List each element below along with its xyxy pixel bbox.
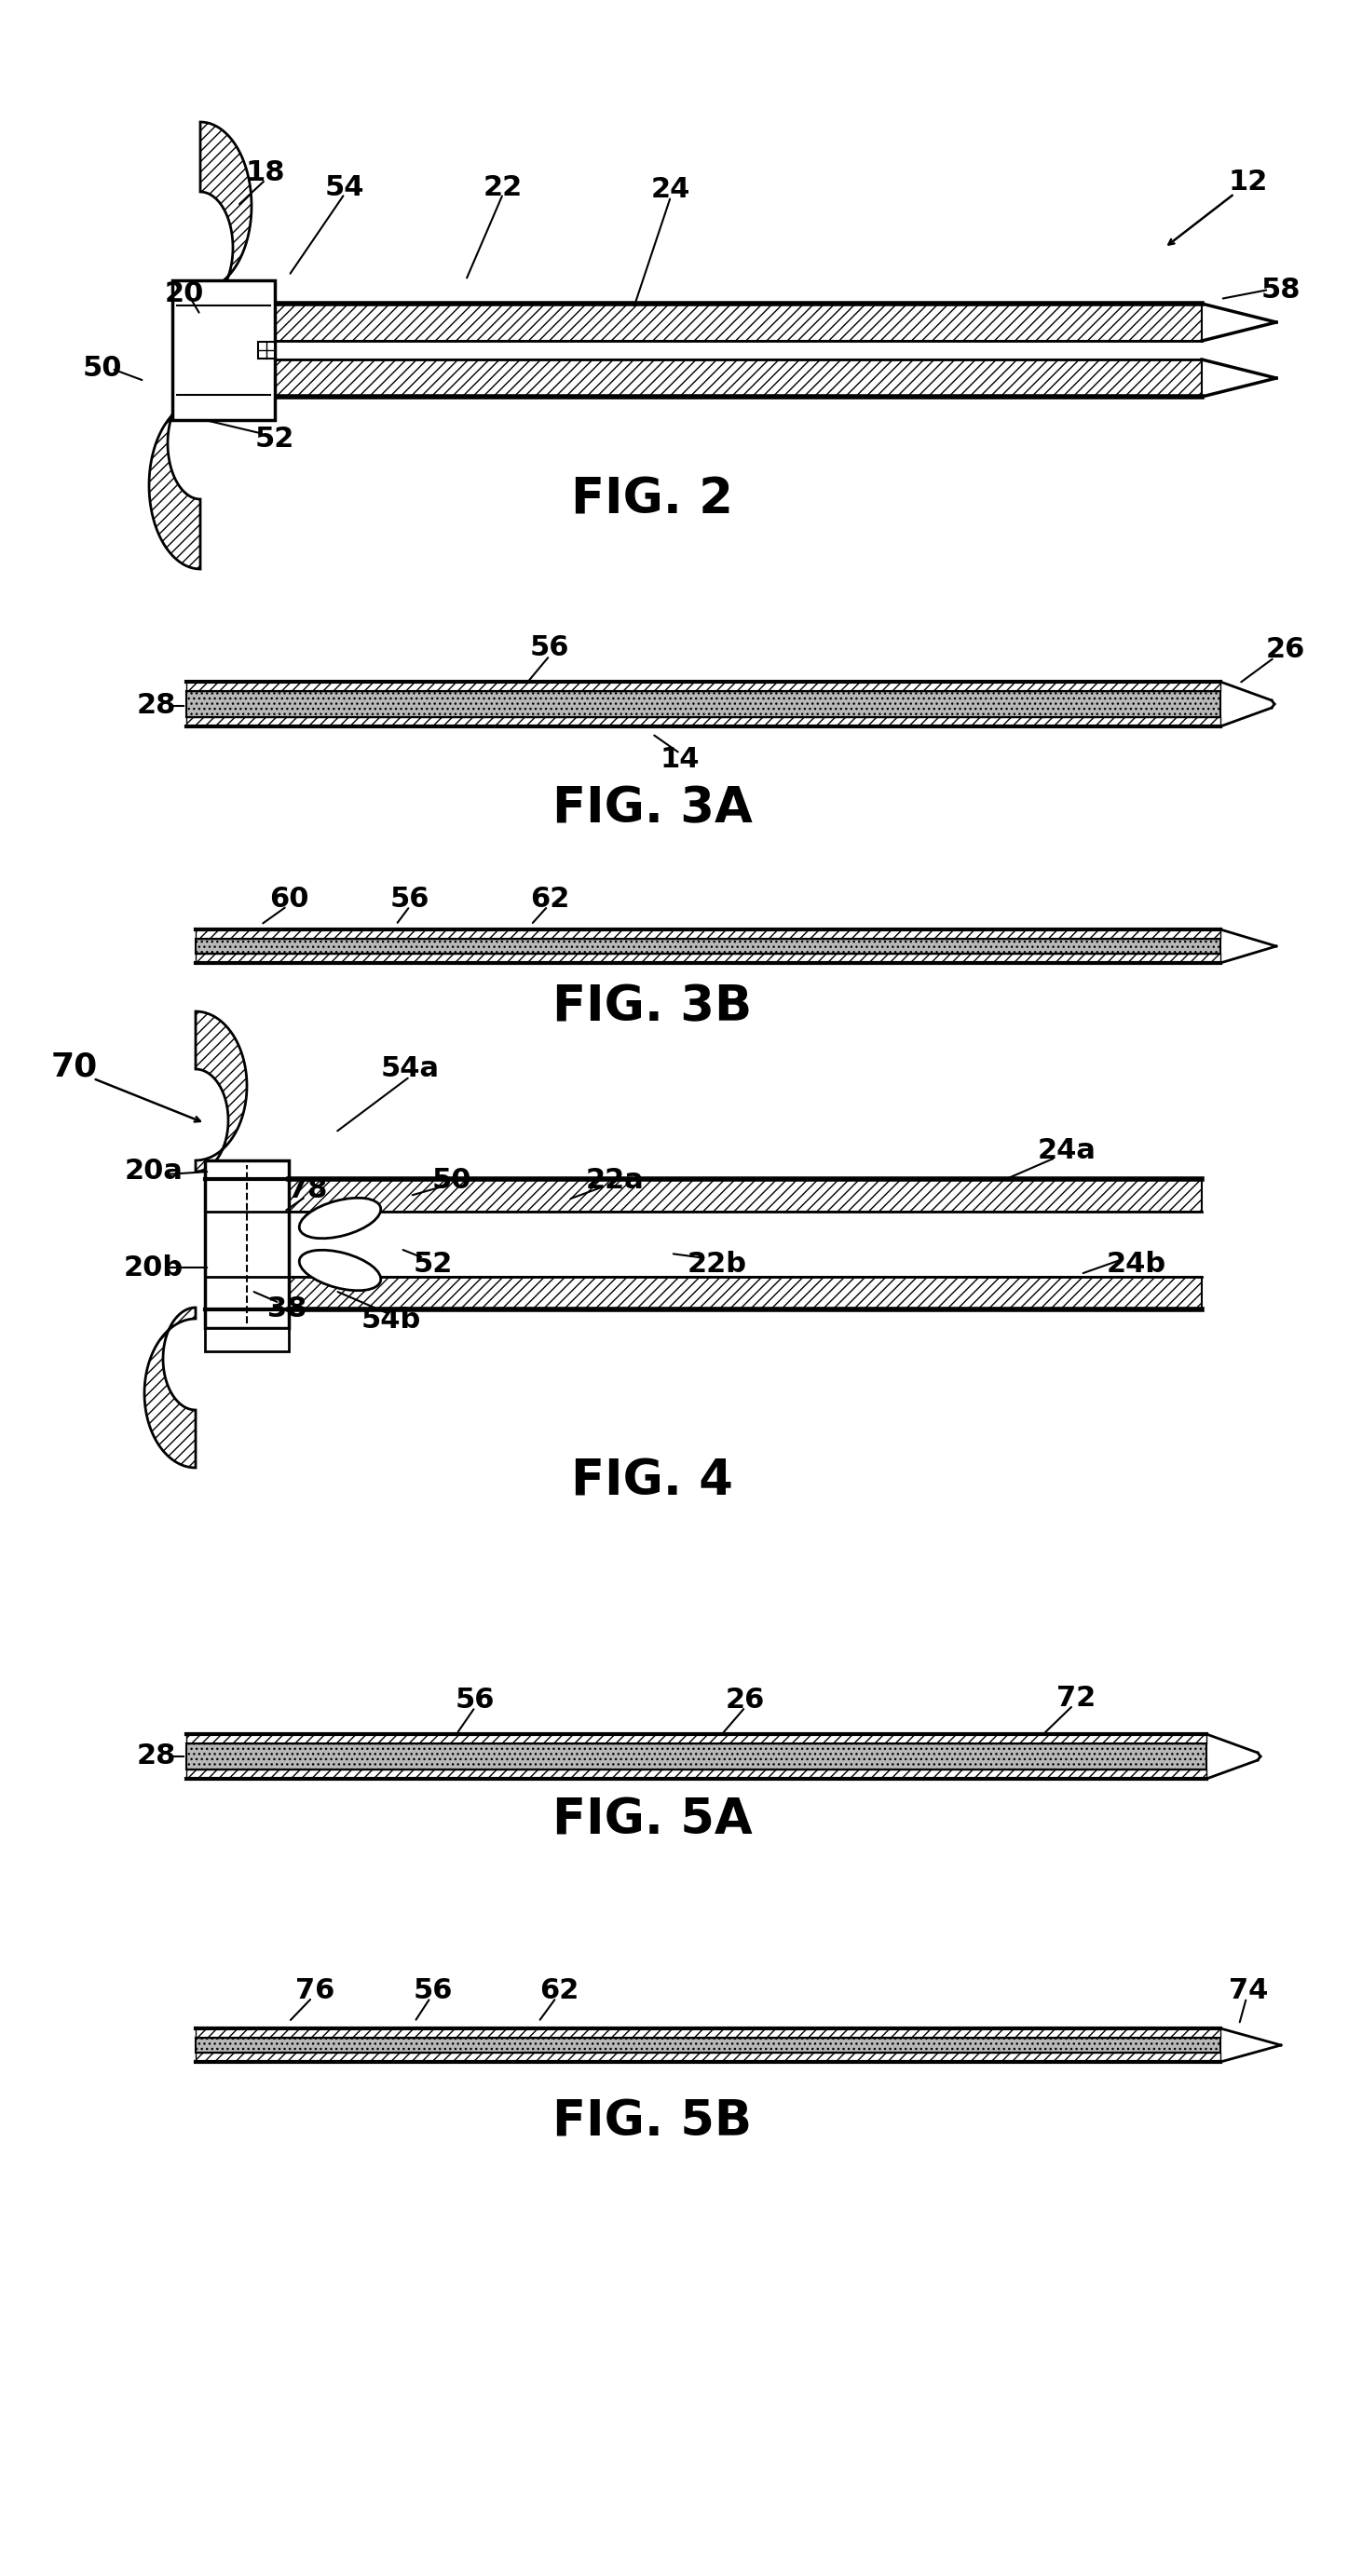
Text: FIG. 2: FIG. 2 <box>571 474 733 523</box>
Polygon shape <box>200 121 252 304</box>
Text: 26: 26 <box>1265 636 1305 665</box>
Text: 56: 56 <box>455 1687 494 1713</box>
Text: 20a: 20a <box>124 1159 183 1185</box>
Text: 56: 56 <box>414 1978 454 2004</box>
Text: 20b: 20b <box>124 1255 184 1280</box>
Text: 22b: 22b <box>688 1252 748 1278</box>
Text: 60: 60 <box>270 886 309 912</box>
Text: 52: 52 <box>414 1252 454 1278</box>
Text: 24a: 24a <box>1038 1139 1096 1164</box>
Text: 24: 24 <box>651 178 691 204</box>
Text: 12: 12 <box>1229 170 1268 196</box>
Text: 54a: 54a <box>380 1056 440 1082</box>
Text: 76: 76 <box>296 1978 335 2004</box>
Text: 54: 54 <box>326 173 365 201</box>
Text: 78: 78 <box>287 1177 327 1203</box>
Bar <box>196 2053 1220 2061</box>
Bar <box>204 1329 289 1352</box>
Text: 22: 22 <box>484 173 523 201</box>
Polygon shape <box>196 1012 247 1172</box>
Text: 56: 56 <box>530 634 569 662</box>
Text: 24b: 24b <box>1107 1252 1166 1278</box>
Text: 50: 50 <box>432 1167 471 1195</box>
Text: 74: 74 <box>1229 1978 1268 2004</box>
Polygon shape <box>144 1309 196 1468</box>
Ellipse shape <box>300 1249 381 1291</box>
Bar <box>257 343 275 358</box>
Bar <box>187 1770 1207 1780</box>
Bar <box>187 683 1220 690</box>
Text: FIG. 3A: FIG. 3A <box>552 783 752 832</box>
Bar <box>275 361 1201 397</box>
Text: 70: 70 <box>52 1051 98 1082</box>
Text: 50: 50 <box>83 355 123 381</box>
Bar <box>289 1278 1201 1309</box>
Ellipse shape <box>300 1198 381 1239</box>
Bar <box>187 690 1220 716</box>
Polygon shape <box>148 386 200 569</box>
Text: 28: 28 <box>136 693 176 719</box>
Bar <box>204 1159 289 1329</box>
Text: FIG. 4: FIG. 4 <box>571 1458 733 1507</box>
Text: 26: 26 <box>726 1687 765 1713</box>
Bar <box>196 938 1220 953</box>
Text: FIG. 3B: FIG. 3B <box>553 981 752 1030</box>
Text: FIG. 5A: FIG. 5A <box>552 1795 752 1844</box>
Text: 54b: 54b <box>361 1306 421 1334</box>
Bar <box>173 281 275 420</box>
Text: 38: 38 <box>267 1296 306 1324</box>
Text: 20: 20 <box>165 281 204 307</box>
Bar <box>196 2038 1220 2053</box>
Text: 52: 52 <box>255 425 294 453</box>
Bar <box>196 2027 1220 2038</box>
Text: 56: 56 <box>390 886 429 912</box>
Text: 22a: 22a <box>586 1167 644 1195</box>
Bar <box>275 304 1201 340</box>
Text: FIG. 5B: FIG. 5B <box>553 2097 752 2146</box>
Bar <box>187 1744 1207 1770</box>
Text: 72: 72 <box>1057 1685 1095 1713</box>
Bar <box>196 953 1220 963</box>
Text: 18: 18 <box>245 160 285 185</box>
Text: 28: 28 <box>136 1744 176 1770</box>
Text: 62: 62 <box>530 886 569 912</box>
Bar <box>187 716 1220 726</box>
Bar <box>196 930 1220 938</box>
Text: 62: 62 <box>539 1978 579 2004</box>
Bar <box>187 1734 1207 1744</box>
Text: 58: 58 <box>1261 276 1301 304</box>
Text: 14: 14 <box>661 747 700 773</box>
Bar <box>289 1180 1201 1211</box>
